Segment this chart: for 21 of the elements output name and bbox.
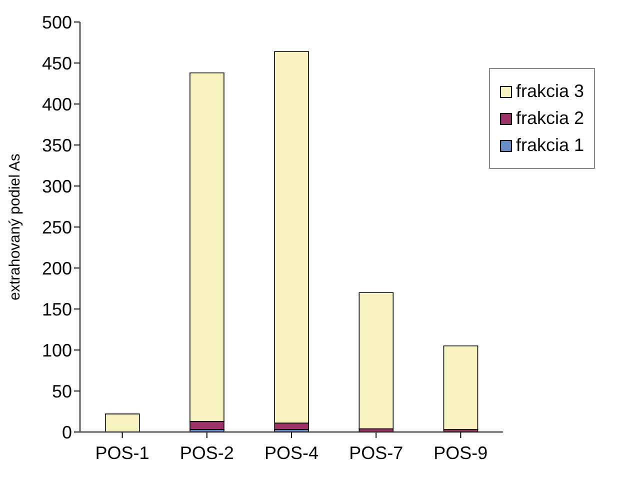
y-tick-label: 200: [42, 258, 72, 278]
legend-label: frakcia 1: [516, 135, 584, 156]
y-tick-label: 0: [62, 422, 72, 442]
x-tick-label: POS-9: [434, 442, 488, 463]
y-tick-label: 250: [42, 217, 72, 238]
y-axis-title: extrahovaný podiel As: [6, 154, 24, 300]
y-tick-label: 150: [42, 299, 72, 320]
y-tick-label: 50: [52, 381, 72, 402]
legend-label: frakcia 2: [516, 108, 584, 129]
x-tick-label: POS-2: [180, 442, 234, 463]
y-tick-label: 500: [42, 12, 72, 32]
y-tick-label: 400: [42, 94, 72, 114]
y-tick-label: 450: [42, 53, 72, 74]
x-tick-label: POS-4: [264, 442, 318, 463]
legend-label: frakcia 3: [516, 81, 584, 102]
bar: [358, 292, 394, 430]
y-tick-label: 300: [42, 176, 72, 196]
y-tick-label: 350: [42, 135, 72, 156]
y-tick-label: 100: [42, 340, 72, 360]
x-tick-label: POS-7: [349, 442, 404, 463]
x-tick-label: POS-1: [95, 442, 150, 463]
